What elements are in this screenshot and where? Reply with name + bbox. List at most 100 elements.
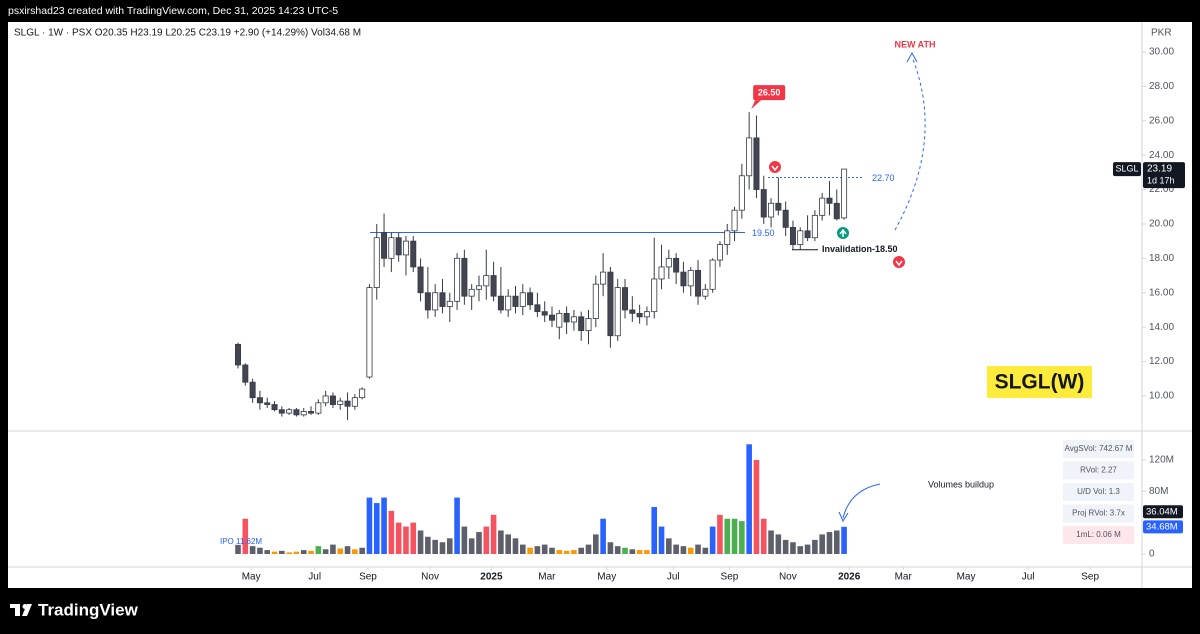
volume-arrow xyxy=(842,483,881,519)
volume-bar xyxy=(352,549,358,554)
volume-bar xyxy=(636,550,643,554)
candle-body xyxy=(483,275,490,287)
candle-body xyxy=(293,409,300,416)
candle-body xyxy=(439,292,446,307)
volume-bar xyxy=(709,526,716,554)
x-tick-label: Mar xyxy=(538,572,556,583)
y-tick-label: 14.00 xyxy=(1149,322,1174,333)
volume-bar xyxy=(717,514,723,554)
volume-bar xyxy=(257,547,263,554)
candle-body xyxy=(556,312,563,328)
x-tick-label: Jul xyxy=(308,572,321,583)
volume-bar xyxy=(600,518,606,554)
price-tag-countdown: 1d 17h xyxy=(1147,175,1175,185)
candle-body xyxy=(673,257,680,273)
candle-body xyxy=(702,288,709,297)
volume-bar xyxy=(614,546,621,554)
y-tick-label: 22.00 xyxy=(1149,184,1174,195)
candle-body xyxy=(454,257,461,302)
volume-bar xyxy=(571,550,577,554)
candle-body xyxy=(534,304,541,313)
candle-body xyxy=(242,364,249,383)
y-tick-label: 20.00 xyxy=(1149,219,1174,230)
y-tick-label: 16.00 xyxy=(1149,287,1174,298)
candle-body xyxy=(760,189,767,218)
volume-bar xyxy=(403,526,409,554)
volume-bar xyxy=(782,539,789,554)
volume-arrow-head xyxy=(838,511,849,523)
volume-bar xyxy=(410,522,417,554)
volume-bar xyxy=(505,534,511,554)
stats-row xyxy=(1063,483,1134,501)
candle-body xyxy=(782,209,789,228)
x-tick-label: Jul xyxy=(1022,572,1035,583)
ath-tag-pointer xyxy=(751,100,762,110)
candle-body xyxy=(548,314,555,321)
candle-body xyxy=(709,259,716,290)
x-tick-label: May xyxy=(242,572,261,583)
volume-bar xyxy=(322,549,329,554)
candle-body xyxy=(402,240,409,256)
up-icon xyxy=(837,227,849,239)
volume-bar xyxy=(242,518,249,554)
candle-body xyxy=(665,257,672,268)
candle-body xyxy=(308,411,315,414)
candle-body xyxy=(497,295,504,311)
stats-text: U/D Vol: 1.3 xyxy=(1077,487,1120,496)
volume-bar xyxy=(395,522,402,554)
volume-bar xyxy=(826,532,833,554)
volume-tag xyxy=(1143,505,1183,519)
volume-bar xyxy=(563,550,570,554)
volume-bar xyxy=(468,538,475,554)
candle-body xyxy=(695,269,702,297)
volume-bar xyxy=(498,530,504,554)
volume-bar xyxy=(760,518,767,554)
candle-body xyxy=(629,309,636,314)
y-tick-label: 80M xyxy=(1149,486,1168,497)
header-text: psxirshad23 created with TradingView.com… xyxy=(8,5,338,17)
price-tag xyxy=(1143,162,1185,189)
x-tick-label: Jul xyxy=(667,572,680,583)
volume-bar xyxy=(527,547,533,554)
volume-bar xyxy=(629,549,636,554)
x-tick-label: May xyxy=(597,572,616,583)
symbol-box xyxy=(987,366,1092,398)
symbol-tag xyxy=(1113,162,1141,177)
volume-bar xyxy=(359,547,365,554)
candle-body xyxy=(424,292,431,311)
volume-bar xyxy=(841,526,847,554)
x-tick-label: Sep xyxy=(1081,572,1099,583)
stats-row xyxy=(1063,526,1134,544)
volume-bar xyxy=(644,550,650,554)
candle-body xyxy=(643,311,650,318)
footer-logo xyxy=(10,604,32,616)
price-tag-label: 23.19 xyxy=(1147,164,1172,175)
candle-body xyxy=(249,381,256,399)
volume-bar xyxy=(490,514,497,554)
candle-body xyxy=(819,197,826,216)
volume-bar xyxy=(775,534,782,554)
candle-body xyxy=(585,318,592,331)
volume-bar xyxy=(293,551,300,554)
candle-body xyxy=(264,402,271,405)
volume-bar xyxy=(541,544,548,554)
candle-body xyxy=(797,230,804,245)
volume-bar xyxy=(731,518,738,554)
candle-body xyxy=(680,271,687,287)
candle-body xyxy=(607,271,614,337)
candle-body xyxy=(322,395,329,404)
volume-bar xyxy=(476,532,482,554)
candle-body xyxy=(388,237,395,259)
stats-row xyxy=(1063,504,1134,523)
candle-body xyxy=(235,343,242,366)
volume-bar xyxy=(461,526,468,554)
volume-bar xyxy=(337,548,344,554)
volume-bar xyxy=(235,544,241,554)
volume-bar xyxy=(695,544,701,554)
volume-bar xyxy=(300,550,307,554)
y-tick-label: 10.00 xyxy=(1149,391,1174,402)
volume-bar xyxy=(388,510,395,554)
volume-tag-label: 36.04M xyxy=(1146,506,1178,517)
candle-body xyxy=(833,202,840,220)
volume-bar xyxy=(373,503,380,554)
